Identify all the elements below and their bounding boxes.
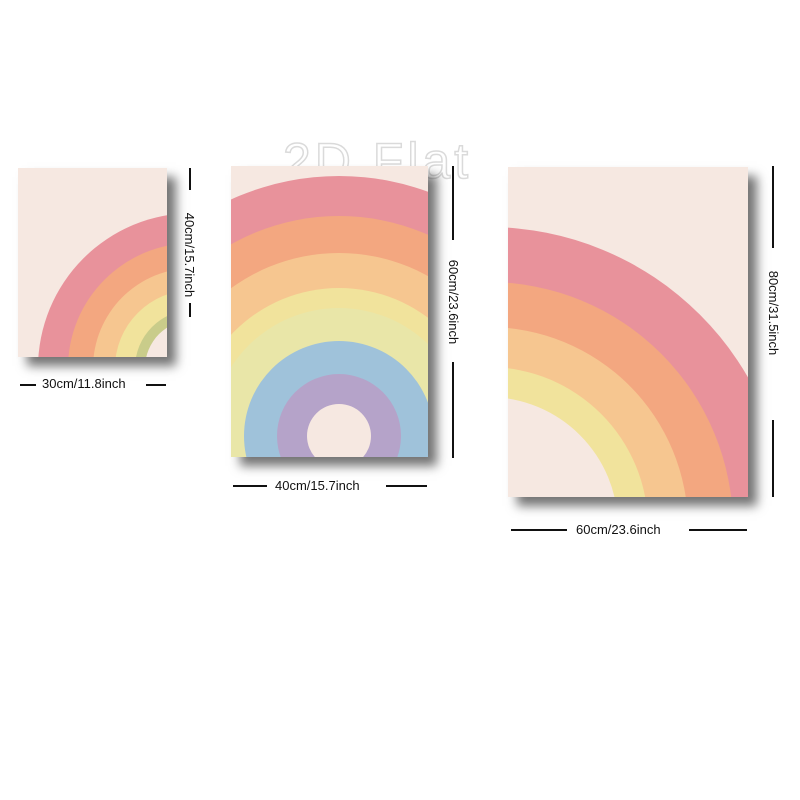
width-line-small-right [146,384,166,386]
height-line-large-bottom [772,420,774,497]
width-line-medium-left [233,485,267,487]
width-label-large: 60cm/23.6inch [576,522,661,537]
width-label-small: 30cm/11.8inch [42,376,126,391]
height-line-medium-bottom [452,362,454,458]
width-line-large-right [689,529,747,531]
width-line-small-left [20,384,36,386]
rainbow-artwork-small [18,168,167,357]
height-line-medium-top [452,166,454,240]
height-line-large-top [772,166,774,248]
height-label-large: 80cm/31.5inch [766,270,781,356]
height-label-medium: 60cm/23.6inch [446,259,461,345]
poster-large [508,167,748,497]
width-label-medium: 40cm/15.7inch [275,478,360,493]
height-line-small-bottom [189,303,191,317]
width-line-medium-right [386,485,427,487]
height-label-small: 40cm/15.7inch [182,212,197,298]
width-line-large-left [511,529,567,531]
height-line-small-top [189,168,191,190]
rainbow-artwork-medium [231,166,428,457]
poster-small [18,168,167,357]
poster-medium [231,166,428,457]
rainbow-artwork-large [508,167,748,497]
